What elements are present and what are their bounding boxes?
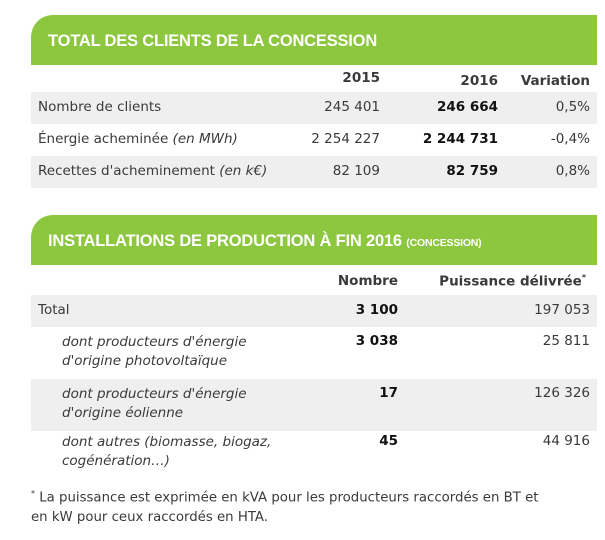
row-label: dont autres (biomasse, biogaz, cogénérati… xyxy=(62,434,272,469)
value-2015: 82 109 xyxy=(332,163,380,179)
row-label: Recettes d'acheminement (en k€) xyxy=(38,163,268,179)
row-label: dont producteurs d'énergie d'origine phot… xyxy=(62,334,247,369)
value-2015: 245 401 xyxy=(324,99,380,115)
table1-header-variation: Variation xyxy=(520,73,590,89)
table2-row: dont autres (biomasse, biogaz, cogénérati… xyxy=(31,431,597,483)
footnote-line2: en kW pour ceux raccordés en HTA. xyxy=(31,510,269,526)
table1-row: Nombre de clients 245 401 246 664 0,5% xyxy=(31,92,597,124)
row-label: Total xyxy=(38,302,70,318)
row-label-unit: (en k€) xyxy=(219,163,268,179)
value-puissance: 126 326 xyxy=(534,385,590,401)
row-label: Énergie acheminée (en MWh) xyxy=(38,131,238,147)
value-nombre: 3 038 xyxy=(355,333,398,349)
value-2015: 2 254 227 xyxy=(311,131,380,147)
table2-row: Total 3 100 197 053 xyxy=(31,295,597,327)
value-puissance: 197 053 xyxy=(534,302,590,318)
table2-header-nombre: Nombre xyxy=(337,273,398,289)
value-nombre: 45 xyxy=(379,433,398,449)
value-2016: 82 759 xyxy=(446,163,498,179)
table1-header-2015: 2015 xyxy=(342,70,380,86)
value-nombre: 3 100 xyxy=(355,302,398,318)
table2-title: INSTALLATIONS DE PRODUCTION À FIN 2016 (… xyxy=(48,232,482,250)
row-label: dont producteurs d'énergie d'origine éoli… xyxy=(62,386,247,421)
footnote-mark: * xyxy=(31,489,35,498)
table1-row: Énergie acheminée (en MWh) 2 254 227 2 2… xyxy=(31,124,597,156)
table1-title-band: TOTAL DES CLIENTS DE LA CONCESSION xyxy=(31,15,597,65)
table2-title-band: INSTALLATIONS DE PRODUCTION À FIN 2016 (… xyxy=(31,215,597,265)
value-puissance: 25 811 xyxy=(542,333,590,349)
table2-row: dont producteurs d'énergie d'origine éoli… xyxy=(31,379,597,431)
value-variation: -0,4% xyxy=(550,131,590,147)
footnote: * La puissance est exprimée en kVA pour … xyxy=(31,484,597,528)
value-variation: 0,5% xyxy=(555,99,590,115)
row-label-unit: (en MWh) xyxy=(172,131,238,147)
value-2016: 2 244 731 xyxy=(422,131,498,147)
table1-header-2016: 2016 xyxy=(460,73,498,89)
table1-row: Recettes d'acheminement (en k€) 82 109 8… xyxy=(31,156,597,188)
value-2016: 246 664 xyxy=(436,99,498,115)
table2-row: dont producteurs d'énergie d'origine phot… xyxy=(31,327,597,379)
table1-title: TOTAL DES CLIENTS DE LA CONCESSION xyxy=(48,32,378,50)
row-label: Nombre de clients xyxy=(38,99,162,115)
footnote-line1: La puissance est exprimée en kVA pour le… xyxy=(35,490,539,506)
value-nombre: 17 xyxy=(379,385,398,401)
table2-header-puissance: Puissance délivrée* xyxy=(439,273,586,290)
value-puissance: 44 916 xyxy=(542,433,590,449)
table2-title-suffix: (CONCESSION) xyxy=(406,237,482,249)
value-variation: 0,8% xyxy=(555,163,590,179)
